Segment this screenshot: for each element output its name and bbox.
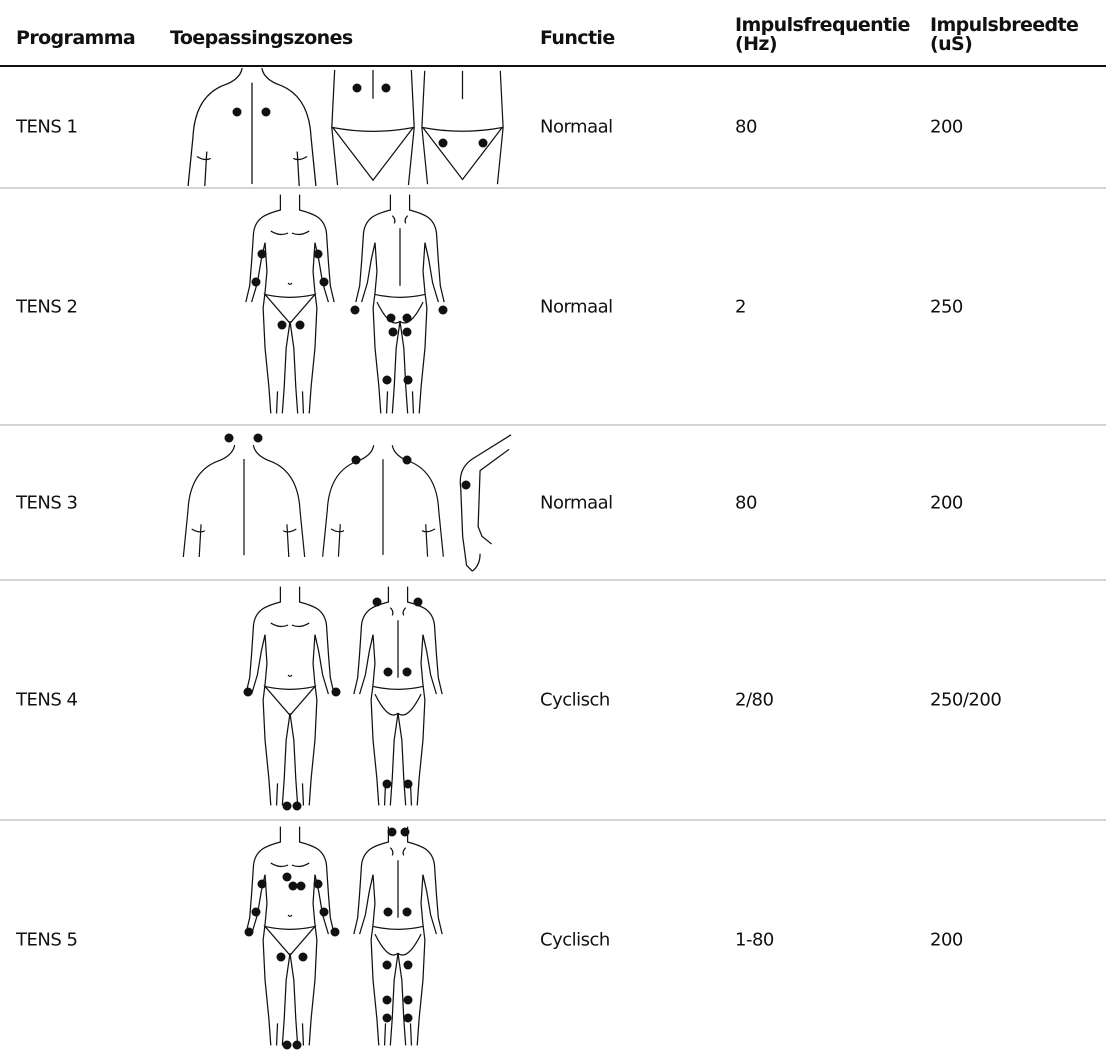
table-cell: Normaal [540,297,613,318]
table-cell: 200 [930,117,963,138]
figure-row-5 [245,827,443,1050]
table-cell: 200 [930,493,963,514]
page: Programma Toepassingszones Functie Impul… [0,0,1106,1052]
program-cell: TENS 1 [16,117,77,138]
program-cell: TENS 4 [16,690,77,711]
figure-row-2 [246,195,448,414]
table-cell: 1-80 [735,930,774,951]
table-cell: 250 [930,297,963,318]
header-cell: (uS) [930,36,972,53]
table-cell: Normaal [540,493,613,514]
figure-row-1 [188,68,503,186]
header-cell: Impulsbreedte [930,17,1078,34]
program-cell: TENS 5 [16,930,77,951]
header-cell: Impulsfrequentie [735,17,910,34]
table-cell: Cyclisch [540,690,610,711]
table-cell: 80 [735,493,757,514]
program-cell: TENS 3 [16,493,77,514]
header-cell: Programma [16,30,135,47]
figure-row-4 [244,587,443,811]
table-cell: Cyclisch [540,930,610,951]
table-cell: 200 [930,930,963,951]
table-cell: Normaal [540,117,613,138]
header-cell: Toepassingszones [170,30,353,47]
figure-row-3 [183,434,511,572]
table-cell: 2/80 [735,690,773,711]
table-cell: 80 [735,117,757,138]
table-cell: 250/200 [930,690,1001,711]
program-cell: TENS 2 [16,297,77,318]
header-cell: Functie [540,30,615,47]
table-graphics [0,0,1106,1052]
header-cell: (Hz) [735,36,777,53]
table-cell: 2 [735,297,746,318]
